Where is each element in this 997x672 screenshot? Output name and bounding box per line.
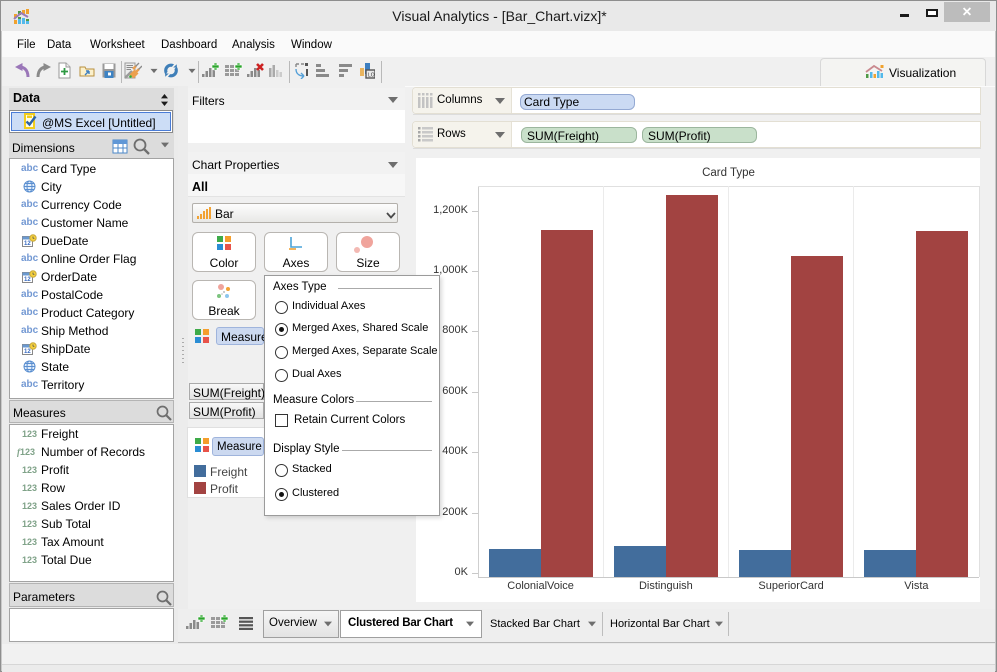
svg-text:12: 12 xyxy=(24,277,31,283)
svg-text:12: 12 xyxy=(24,241,31,247)
svg-text:LO: LO xyxy=(368,73,375,79)
svg-text:12: 12 xyxy=(24,349,31,355)
